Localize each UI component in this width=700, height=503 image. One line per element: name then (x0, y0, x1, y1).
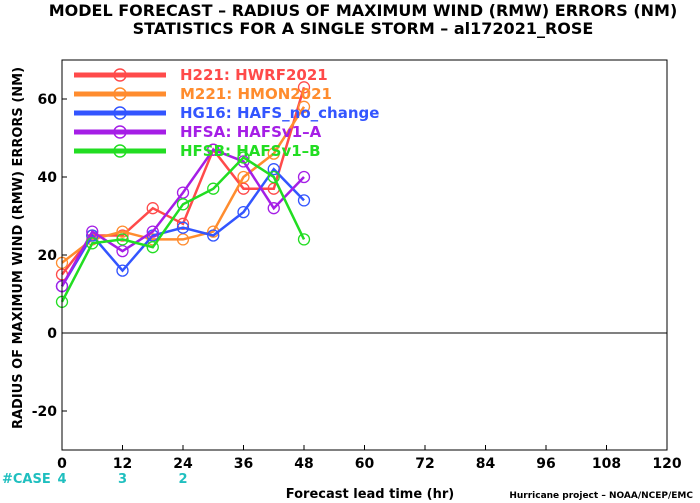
data-point (176, 221, 190, 234)
data-point (237, 151, 250, 164)
data-point (297, 170, 311, 184)
x-tick-label: 84 (476, 456, 496, 472)
legend-marker (113, 87, 127, 101)
data-point (86, 225, 99, 238)
tick-layer: 0 12 24 36 48 60 72 84 96 108 120 -20 0 20 40 60 (32, 92, 682, 472)
x-axis-label: Forecast lead time (hr) (286, 487, 454, 502)
y-tick-label: 60 (38, 92, 58, 108)
legend-item: H221: HWRF2021 (74, 66, 328, 84)
data-point (237, 170, 250, 184)
legend-item: HFSA: HAFSv1–A (74, 123, 322, 141)
legend-marker (113, 125, 127, 139)
data-point (116, 229, 129, 242)
x-tick-label: 60 (355, 456, 375, 472)
data-point (86, 237, 99, 250)
data-point (116, 244, 129, 258)
data-point (207, 143, 220, 156)
credit-text: Hurricane project – NOAA/NCEP/EMC (509, 491, 693, 501)
x-tick-label: 36 (234, 456, 253, 472)
data-point (297, 100, 311, 113)
data-point (146, 202, 159, 215)
series-layer (55, 81, 311, 308)
x-tick-label: 12 (113, 456, 132, 472)
legend-marker (113, 144, 127, 158)
legend-label: M221: HMON2021 (180, 85, 332, 103)
chart-title: MODEL FORECAST – RADIUS OF MAXIMUM WIND … (49, 1, 678, 20)
data-point (116, 225, 129, 238)
y-tick-label: 0 (47, 326, 57, 342)
series-line (60, 148, 305, 287)
data-point (146, 241, 159, 254)
series-line (60, 167, 305, 287)
data-point (237, 205, 250, 219)
legend-marker (113, 106, 127, 120)
legend-item: HG16: HAFS_no_change (74, 104, 379, 122)
data-point (176, 233, 190, 246)
data-point (267, 163, 280, 176)
data-point (267, 147, 280, 160)
data-point (176, 198, 190, 211)
x-tick-label: 0 (57, 456, 67, 472)
y-tick-label: 20 (38, 248, 58, 264)
x-tick-label: 72 (415, 456, 434, 472)
x-tick-label: 24 (173, 456, 193, 472)
data-point (267, 170, 280, 184)
data-point (176, 186, 190, 199)
x-tick-label: 48 (294, 456, 313, 472)
data-point (146, 225, 159, 238)
legend-label: HFSB: HAFSv1–B (180, 142, 321, 160)
data-point (176, 217, 190, 230)
case-label: #CASE (2, 472, 51, 487)
data-point (207, 229, 220, 242)
series-line (61, 86, 306, 276)
x-tick-label: 120 (652, 456, 681, 472)
series-2 (55, 163, 311, 293)
legend-label: HG16: HAFS_no_change (180, 104, 379, 122)
case-count: 3 (118, 472, 127, 487)
legend-marker (113, 68, 127, 82)
data-point (116, 264, 129, 277)
case-counts: 4 3 2 (57, 472, 187, 487)
series-4 (55, 151, 311, 308)
legend-label: HFSA: HAFSv1–A (180, 123, 322, 141)
data-point (297, 81, 311, 94)
legend-item: HFSB: HAFSv1–B (74, 142, 321, 160)
data-point (116, 233, 129, 246)
x-tick-label: 96 (536, 456, 555, 472)
data-point (267, 202, 280, 215)
x-tick-label: 108 (592, 456, 621, 472)
y-tick-label: 40 (38, 170, 58, 186)
legend-label: H221: HWRF2021 (180, 66, 328, 84)
chart-subtitle: STATISTICS FOR A SINGLE STORM – al172021… (133, 19, 594, 38)
data-point (207, 182, 220, 195)
y-tick-label: -20 (32, 404, 58, 420)
case-count: 2 (178, 472, 187, 487)
series-line (60, 155, 306, 303)
legend-item: M221: HMON2021 (74, 85, 332, 103)
y-axis-label: RADIUS OF MAXIMUM WIND (RMW) ERRORS (NM) (11, 67, 26, 429)
case-count: 4 (57, 472, 66, 487)
data-point (297, 233, 311, 246)
data-point (297, 194, 311, 207)
